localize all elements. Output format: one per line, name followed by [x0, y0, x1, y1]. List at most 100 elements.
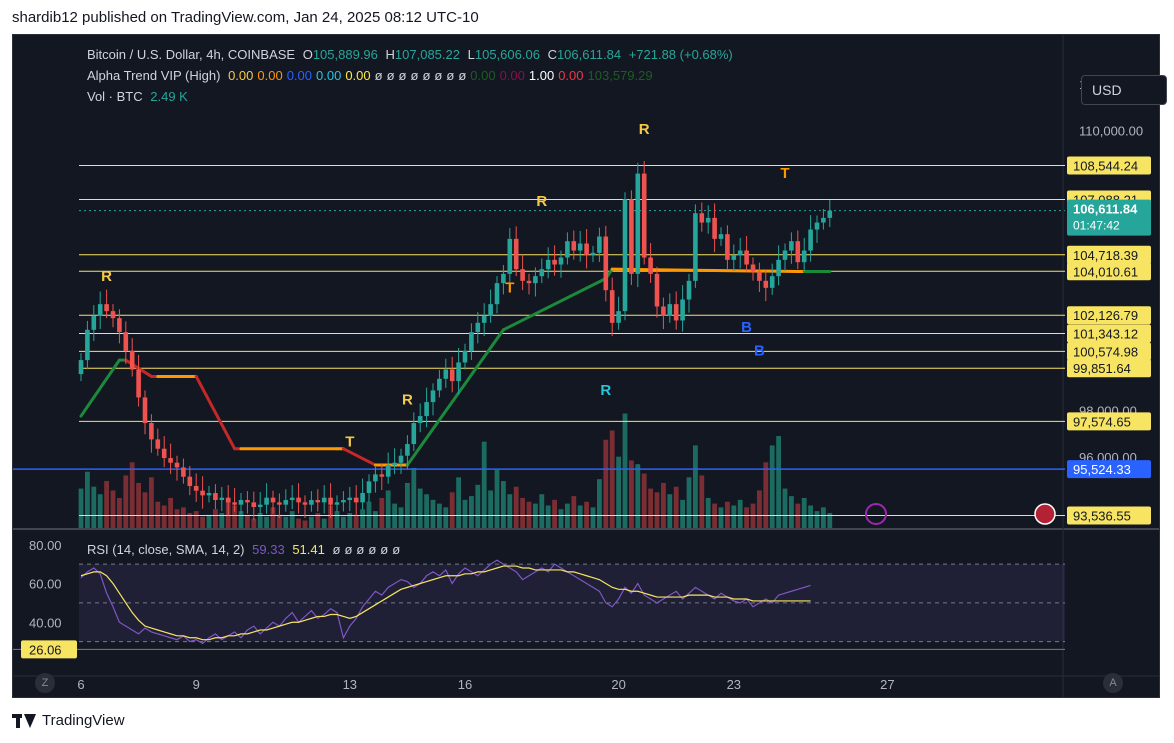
- candle-body: [385, 465, 391, 477]
- volume-bar: [494, 469, 500, 528]
- chart-canvas[interactable]: RRTTRRTRBB112,000.00110,000.0098,000.009…: [13, 35, 1159, 697]
- volume-bar: [449, 492, 455, 528]
- volume-bar: [648, 488, 653, 528]
- a-badge[interactable]: A: [1103, 673, 1123, 693]
- volume-value: 2.49 K: [150, 89, 188, 104]
- candle-body: [769, 276, 775, 288]
- level-price-label: 108,544.24: [1073, 159, 1138, 174]
- legend-change: +721.88 (+0.68%): [628, 47, 733, 62]
- volume-bar: [673, 486, 679, 528]
- volume-bar: [609, 430, 615, 528]
- indicator-value: ø: [458, 68, 467, 83]
- volume-bar: [219, 512, 225, 528]
- volume-bar: [155, 501, 161, 528]
- volume-bar: [181, 507, 186, 528]
- candle-body: [539, 269, 545, 277]
- indicator-value: 0.00: [286, 68, 313, 83]
- candle-body: [181, 467, 186, 477]
- volume-bar: [360, 509, 365, 528]
- volume-bar: [526, 501, 532, 528]
- candle-body: [309, 500, 314, 505]
- volume-bar: [270, 507, 276, 528]
- candle-body: [341, 500, 346, 503]
- rsi-tick-label: 40.00: [29, 615, 62, 630]
- currency-button[interactable]: USD: [1081, 75, 1167, 105]
- volume-bar: [213, 509, 218, 528]
- time-tick-label: 13: [343, 677, 357, 692]
- signal-marker: T: [780, 165, 789, 182]
- volume-bar: [309, 516, 314, 528]
- volume-bar: [78, 488, 84, 528]
- level-price-label: 104,010.61: [1073, 264, 1138, 279]
- candle-body: [347, 497, 353, 501]
- volume-bar: [571, 496, 577, 528]
- time-tick-label: 27: [880, 677, 894, 692]
- candle-body: [475, 322, 481, 333]
- volume-bar: [539, 494, 545, 528]
- indicator-value: ø: [434, 68, 443, 83]
- volume-bar: [616, 456, 621, 528]
- candle-body: [750, 264, 756, 272]
- candle-body: [827, 210, 833, 218]
- candle-body: [424, 402, 429, 417]
- volume-bar: [782, 488, 788, 528]
- candle-body: [251, 502, 257, 508]
- volume-bar: [257, 512, 263, 528]
- candle-body: [635, 173, 641, 274]
- volume-bar: [776, 436, 781, 528]
- candle-body: [731, 255, 737, 260]
- volume-bar: [475, 484, 481, 528]
- candle-body: [78, 360, 84, 375]
- candle-body: [481, 315, 487, 323]
- chart-frame[interactable]: RRTTRRTRBB112,000.00110,000.0098,000.009…: [12, 34, 1167, 698]
- candle-body: [821, 217, 826, 223]
- volume-bar: [827, 512, 833, 528]
- candle-body: [501, 273, 506, 284]
- candle-body: [795, 241, 801, 263]
- volume-bar: [97, 494, 103, 528]
- legend-close: 106,611.84: [556, 47, 622, 62]
- candle-body: [686, 280, 692, 300]
- indicator-value: 103,579.29: [587, 68, 653, 83]
- volume-bar: [769, 445, 775, 528]
- volume-bar: [315, 512, 321, 528]
- indicator-value: 0.00: [470, 68, 496, 83]
- volume-bar: [789, 496, 794, 528]
- candle-body: [789, 241, 794, 251]
- candle-body: [334, 502, 340, 505]
- candle-body: [129, 350, 135, 370]
- legend-symbol[interactable]: Bitcoin / U.S. Dollar, 4h, COINBASE: [87, 47, 296, 62]
- candle-body: [238, 500, 244, 505]
- volume-bar: [443, 507, 449, 528]
- candle-body: [302, 502, 308, 505]
- level-price-tag: [1067, 412, 1151, 431]
- level-price-tag: [1067, 460, 1151, 479]
- candle-body: [110, 311, 116, 319]
- candle-body: [283, 500, 289, 505]
- candle-body: [91, 315, 97, 330]
- alpha-trend-line: [341, 447, 377, 467]
- z-badge[interactable]: Z: [35, 673, 55, 693]
- rsi-extra-value: ø: [380, 542, 389, 557]
- volume-bar: [590, 507, 596, 528]
- candle-body: [622, 199, 628, 312]
- legend-main: Bitcoin / U.S. Dollar, 4h, COINBASE O105…: [87, 47, 737, 62]
- candle-body: [232, 502, 237, 505]
- volume-bar: [501, 481, 506, 528]
- volume-label[interactable]: Vol · BTC: [87, 89, 143, 104]
- rsi-band: [79, 564, 1065, 642]
- volume-bar: [149, 477, 154, 528]
- time-tick-label: 6: [77, 677, 84, 692]
- candle-body: [654, 273, 660, 307]
- candle-body: [507, 238, 513, 274]
- volume-bar: [232, 505, 237, 528]
- rsi-extra-value: ø: [332, 542, 341, 557]
- indicator-value: ø: [422, 68, 431, 83]
- signal-marker: R: [600, 382, 611, 399]
- candle-body: [801, 250, 807, 263]
- volume-bar: [661, 482, 666, 528]
- indicator-name[interactable]: Alpha Trend VIP (High): [87, 68, 221, 83]
- rsi-label[interactable]: RSI (14, close, SMA, 14, 2): [87, 542, 245, 557]
- signal-marker: B: [741, 319, 752, 336]
- volume-bar: [814, 511, 820, 528]
